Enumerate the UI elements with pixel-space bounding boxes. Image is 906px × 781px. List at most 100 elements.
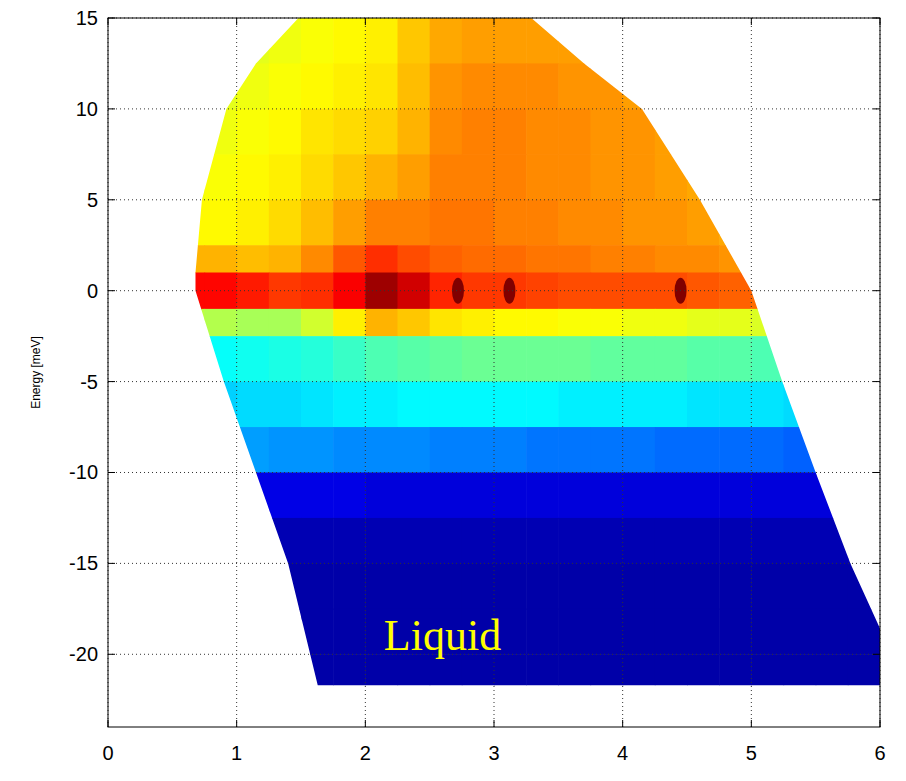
heat-cell [784,309,817,337]
tick-mark [108,199,115,200]
heat-cell [237,109,270,155]
heat-cell [494,563,527,609]
heat-cell [269,654,302,700]
grid-line [751,18,752,727]
heat-cell [591,200,624,246]
heat-cell [430,472,463,518]
heat-cell [205,654,238,700]
heat-cell [333,563,366,609]
heat-cell [623,309,656,337]
heat-cell [848,18,880,64]
heat-cell [301,563,334,609]
heat-cell [784,154,817,200]
axes-frame [108,18,880,727]
heat-cell [751,63,784,109]
heat-cell [172,154,205,200]
heat-cell [333,200,366,246]
heat-cell [848,609,880,655]
heat-cell [848,654,880,700]
tick-mark [365,720,366,727]
heat-cell [205,563,238,609]
heat-cell [784,109,817,155]
heat-cell [494,200,527,246]
heat-cell [462,309,495,337]
heat-cell [462,382,495,428]
heat-cell [655,518,688,564]
x-tick-label: 6 [874,742,885,764]
heat-cell [687,63,720,109]
heat-cell [398,472,431,518]
heat-cell [784,245,817,273]
heat-cell [269,154,302,200]
heat-cell [237,200,270,246]
tick-mark [873,199,880,200]
tick-mark [108,18,109,25]
heat-cell [526,654,559,700]
heat-cell [494,427,527,473]
heat-cell [655,273,688,310]
heat-cell [365,472,398,518]
heat-cell [751,472,784,518]
heat-cell [526,63,559,109]
heat-cell [365,109,398,155]
tick-mark [751,18,752,25]
tick-mark [751,720,752,727]
heat-cell [784,336,817,382]
heat-cell [237,518,270,564]
heat-cell [398,654,431,700]
heat-cell [462,273,495,310]
heat-cell [848,63,880,109]
heat-cell [719,245,752,273]
heat-cell [462,427,495,473]
heat-cell [655,427,688,473]
heat-cell [237,336,270,382]
heat-cell [172,427,205,473]
tick-mark [236,720,237,727]
tick-mark [108,18,115,19]
heat-cell [816,200,849,246]
y-tick-label: 15 [76,7,98,29]
heat-cell [558,18,591,64]
heat-cell [462,18,495,64]
heat-cell [205,472,238,518]
heat-cell [591,382,624,428]
heat-cell [269,609,302,655]
heat-cell [751,518,784,564]
heat-cell [816,18,849,64]
heat-cell [816,427,849,473]
heat-cell [687,273,720,310]
heat-cell [269,518,302,564]
heat-cell [172,309,205,337]
heat-cell [205,609,238,655]
heat-cell [205,336,238,382]
heat-cell [333,154,366,200]
grid-line [365,18,366,727]
heat-cell [333,273,366,310]
heat-cell [365,309,398,337]
heat-cell [623,563,656,609]
heat-cell [655,654,688,700]
heat-cell [719,427,752,473]
tick-mark [108,472,115,473]
heat-cell [558,109,591,155]
heat-cell [591,563,624,609]
grid-line [108,199,880,200]
heat-cell [848,472,880,518]
heat-cell [816,109,849,155]
x-tick-label: 3 [488,742,499,764]
heat-cell [269,245,302,273]
heat-cell [687,336,720,382]
heat-cell [687,563,720,609]
grid-line [108,381,880,382]
heat-cell [333,336,366,382]
heat-cell [719,154,752,200]
heat-cell [462,654,495,700]
heat-cell [526,200,559,246]
grid [108,18,880,727]
heat-cell [398,109,431,155]
tick-mark [108,563,115,564]
heat-cell [205,154,238,200]
bragg-peak [503,278,515,304]
heat-cell [816,309,849,337]
heat-cell [237,472,270,518]
